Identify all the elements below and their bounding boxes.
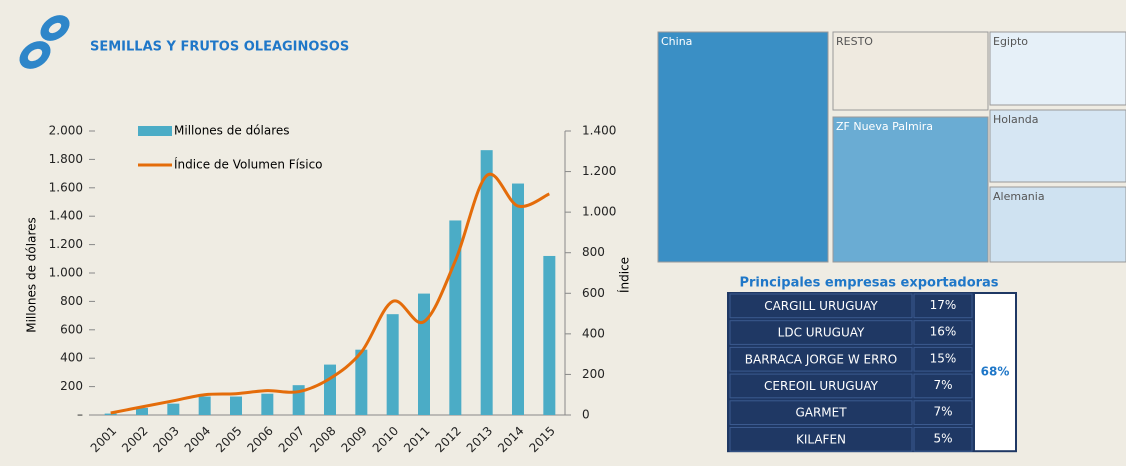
bar: [198, 396, 211, 415]
line: [110, 172, 550, 415]
y2-tick-label: 600: [582, 286, 605, 300]
bar: [543, 255, 556, 415]
company-name: CEREOIL URUGUAY: [764, 379, 879, 393]
treemap-cell: [832, 31, 989, 111]
y2-tick-label: 1.200: [582, 164, 616, 178]
y-tick-label: 1.200: [49, 237, 83, 251]
x-tick-label: 2001: [88, 424, 119, 455]
y-tick-label: 1.400: [49, 209, 83, 223]
y2-tick-label: 0: [582, 408, 590, 422]
x-tick-label: 2011: [401, 424, 432, 455]
bar: [418, 293, 430, 415]
company-name: LDC URUGUAY: [778, 326, 865, 340]
x-tick-label: 2014: [495, 424, 526, 455]
treemap-cell: [989, 186, 1126, 263]
company-share: 7%: [933, 378, 952, 392]
pct-cell: [913, 427, 973, 452]
y-tick-label: 800: [60, 294, 83, 308]
y2-tick-label: 200: [582, 367, 605, 381]
legend-label: Índice de Volumen Físico: [174, 157, 323, 172]
company-share: 15%: [930, 351, 957, 365]
y-tick-label: 1.800: [49, 152, 83, 166]
x-tick-label: 2010: [370, 424, 401, 455]
pct-cell: [913, 373, 973, 399]
company-share: 16%: [930, 325, 957, 339]
x-tick-label: 2013: [464, 424, 495, 455]
treemap-label: China: [661, 35, 692, 48]
bar: [355, 349, 368, 415]
bar: [136, 407, 148, 415]
name-cell: [729, 400, 913, 425]
treemap-cell: [989, 109, 1126, 183]
x-tick-label: 2007: [276, 424, 307, 455]
y2-tick-label: 1.400: [582, 124, 616, 138]
x-tick-label: 2002: [119, 424, 150, 455]
x-tick-label: 2005: [213, 424, 244, 455]
legend-swatch: [138, 126, 172, 136]
y-axis-title: Millones de dólares: [25, 217, 39, 333]
bar: [324, 364, 336, 415]
y2-tick-label: 800: [582, 245, 605, 259]
name-cell: [729, 427, 913, 452]
treemap-cell: [832, 116, 989, 263]
y-tick-label: 400: [60, 351, 83, 365]
company-name: GARMET: [795, 406, 847, 420]
company-name: CARGILL URUGUAY: [764, 299, 878, 313]
pct-cell: [913, 400, 973, 425]
treemap-cell: [989, 31, 1126, 106]
x-tick-label: 2015: [526, 424, 557, 455]
bar: [104, 413, 117, 415]
x-tick-label: 2012: [432, 424, 463, 455]
total-share: 68%: [981, 365, 1010, 379]
y-tick-label: –: [77, 408, 83, 422]
company-share: 7%: [933, 405, 952, 419]
company-name: KILAFEN: [796, 432, 846, 446]
name-cell: [729, 293, 913, 319]
company-share: 17%: [930, 298, 957, 312]
y2-tick-label: 400: [582, 326, 605, 340]
y-tick-label: 1.600: [49, 180, 83, 194]
bar: [230, 396, 242, 415]
total-cell: [975, 294, 1015, 451]
bar: [512, 183, 524, 415]
treemap-label: Alemania: [993, 190, 1045, 203]
treemap-label: ZF Nueva Palmira: [836, 120, 933, 133]
x-tick-label: 2008: [307, 424, 338, 455]
pct-cell: [913, 293, 973, 319]
bar: [261, 393, 274, 415]
treemap: China RESTO Egipto ZF Nueva Palmira Holanda A…: [657, 31, 1126, 263]
bar: [167, 403, 180, 415]
pct-cell: [913, 346, 973, 372]
x-tick-label: 2006: [244, 424, 275, 455]
x-tick-label: 2004: [182, 424, 213, 455]
y-tick-label: 200: [60, 379, 83, 393]
treemap-label: Egipto: [993, 35, 1028, 48]
y2-axis-title: Índice: [617, 257, 632, 293]
company-name: BARRACA JORGE W ERRO: [745, 352, 897, 366]
treemap-label: Holanda: [993, 113, 1039, 126]
page-title: SEMILLAS Y FRUTOS OLEAGINOSOS: [90, 40, 349, 55]
y-tick-label: 1.000: [49, 266, 83, 280]
x-tick-label: 2003: [150, 424, 181, 455]
name-cell: [729, 373, 913, 399]
table-title: Principales empresas exportadoras: [739, 276, 998, 291]
table-frame: [727, 292, 1017, 453]
company-share: 5%: [933, 431, 952, 445]
treemap-cell: [657, 31, 829, 263]
y-tick-label: 600: [60, 322, 83, 336]
y-tick-label: 2.000: [49, 124, 83, 138]
treemap-label: RESTO: [836, 35, 873, 48]
legend-label: Millones de dólares: [174, 124, 290, 138]
company-table: CARGILL URUGUAY 17% LDC URUGUAY 16% BARRACA …: [727, 292, 1017, 453]
bar: [386, 314, 399, 415]
x-tick-label: 2009: [338, 424, 369, 455]
logo: [19, 15, 70, 69]
pct-cell: [913, 320, 973, 345]
name-cell: [729, 346, 913, 372]
y2-tick-label: 1.000: [582, 205, 616, 219]
bar: [480, 150, 493, 416]
name-cell: [729, 320, 913, 345]
